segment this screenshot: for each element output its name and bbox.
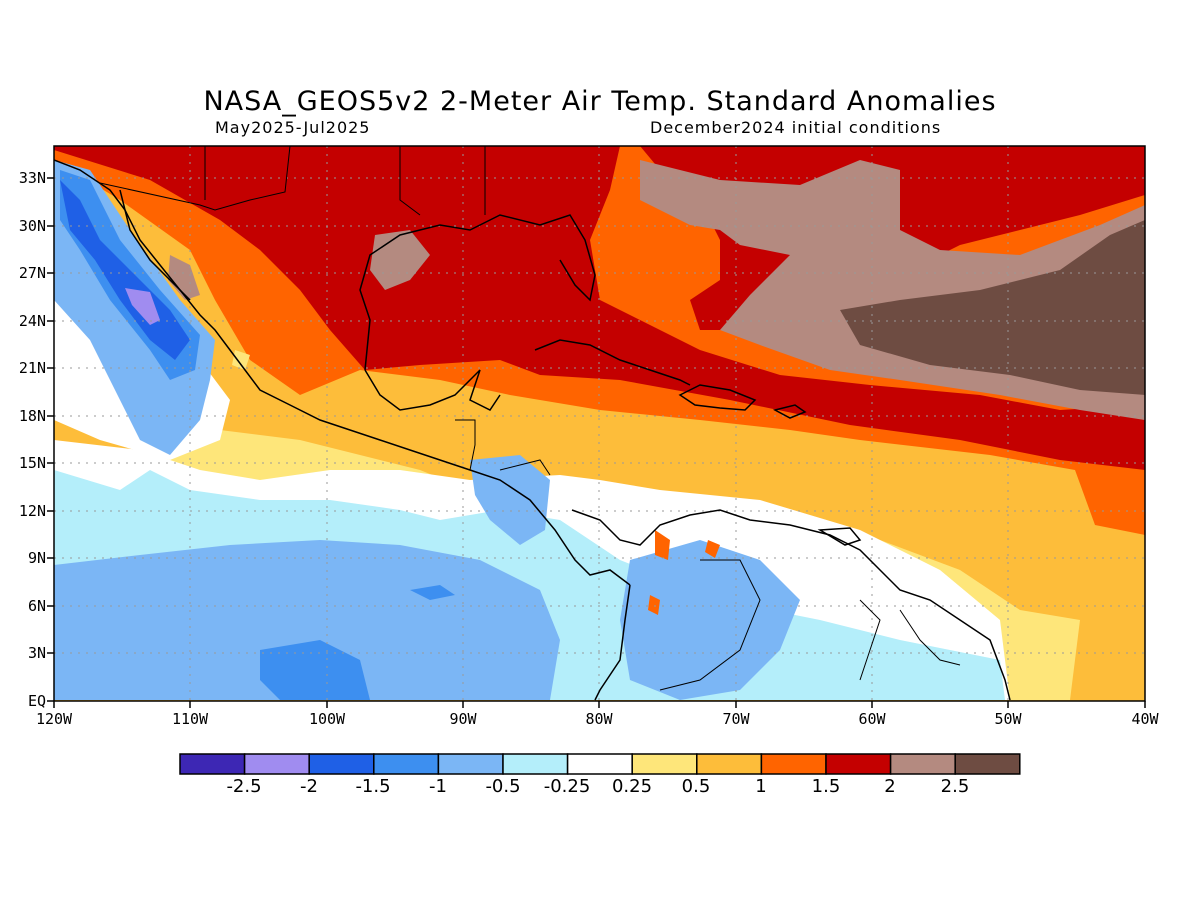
region-rose-baja [168, 255, 200, 300]
region-orange-spot-2 [648, 595, 660, 615]
colorbar-label: 2.5 [940, 776, 970, 797]
colorbar-label: -0.25 [543, 776, 591, 797]
lat-label: 12N [18, 502, 46, 520]
colorbar-swatch [437, 753, 504, 775]
colorbar [179, 753, 1021, 775]
region-blue-patch [260, 640, 370, 700]
lat-label: 6N [27, 597, 46, 615]
lon-label: 50W [994, 710, 1022, 728]
colorbar-swatch [566, 753, 633, 775]
colorbar-label: -2 [300, 776, 318, 797]
colorbar-swatch [243, 753, 310, 775]
colorbar-swatch [373, 753, 440, 775]
lat-label: 18N [18, 407, 46, 425]
lat-label: 30N [18, 217, 46, 235]
colorbar-label: -0.5 [485, 776, 521, 797]
lon-label: 80W [585, 710, 613, 728]
anomaly-field [54, 146, 1145, 701]
lon-label: 90W [449, 710, 477, 728]
colorbar-label: -1 [429, 776, 447, 797]
region-lightblue-south-america [620, 540, 800, 700]
lon-label: 120W [35, 710, 73, 728]
colorbar-swatch [954, 753, 1021, 775]
colorbar-label: -1.5 [355, 776, 391, 797]
lon-label: 110W [171, 710, 209, 728]
lat-label: 21N [18, 359, 46, 377]
borders [99, 146, 961, 691]
colorbar-swatch [760, 753, 827, 775]
lat-label: 27N [18, 264, 46, 282]
colorbar-swatch [825, 753, 892, 775]
colorbar-label: 2 [884, 776, 896, 797]
region-orange-spot-1 [655, 530, 670, 560]
colorbar-swatch [696, 753, 763, 775]
colorbar-swatch [308, 753, 375, 775]
chart-title: NASA_GEOS5v2 2-Meter Air Temp. Standard … [203, 86, 997, 117]
region-yellow-spot-1 [232, 350, 250, 370]
colorbar-swatch [889, 753, 956, 775]
lon-label: 40W [1131, 710, 1159, 728]
colorbar-swatch [179, 753, 246, 775]
lon-label: 70W [722, 710, 750, 728]
lat-label: 33N [18, 169, 46, 187]
colorbar-label: 1.5 [811, 776, 841, 797]
region-lightblue [54, 540, 560, 700]
colorbar-label: 1 [755, 776, 767, 797]
forecast-period: May2025-Jul2025 [215, 118, 371, 137]
axis-ticks [47, 177, 1146, 708]
lat-label: EQ [27, 692, 46, 710]
lon-label: 100W [308, 710, 346, 728]
region-brown-atlantic [840, 220, 1145, 395]
colorbar-label: 0.5 [681, 776, 711, 797]
lon-label: 60W [858, 710, 886, 728]
region-blue-patch-2 [410, 585, 455, 600]
coastlines [54, 159, 1011, 701]
lat-label: 24N [18, 312, 46, 330]
colorbar-label: 0.25 [611, 776, 653, 797]
colorbar-label: -2.5 [226, 776, 262, 797]
lat-label: 9N [27, 549, 46, 567]
colorbar-swatch [631, 753, 698, 775]
lat-label: 15N [18, 454, 46, 472]
region-orange-spot-3 [705, 540, 720, 558]
graticule [54, 146, 1145, 701]
colorbar-swatch [502, 753, 569, 775]
initial-conditions: December2024 initial conditions [650, 118, 942, 137]
region-purple-west [125, 288, 160, 325]
region-lightblue-cam [470, 455, 550, 545]
lat-label: 3N [27, 644, 46, 662]
